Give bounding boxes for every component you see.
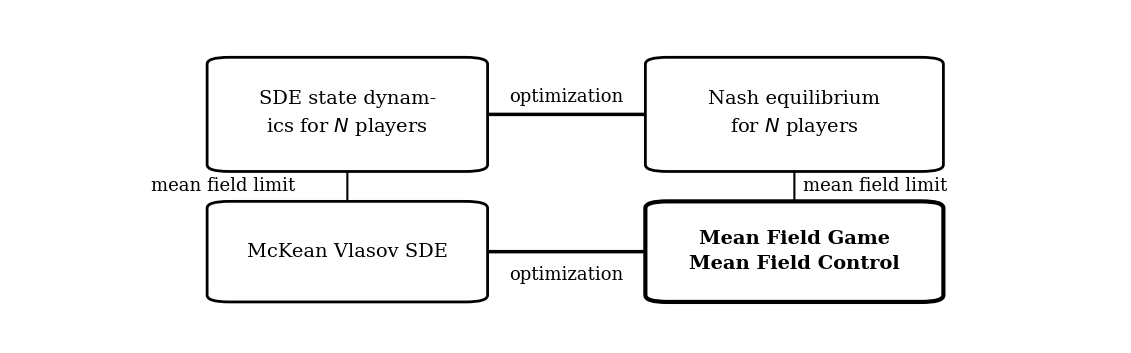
Text: mean field limit: mean field limit xyxy=(803,178,948,196)
Text: SDE state dynam-
ics for $N$ players: SDE state dynam- ics for $N$ players xyxy=(259,90,435,138)
FancyBboxPatch shape xyxy=(207,57,487,172)
FancyBboxPatch shape xyxy=(207,201,487,302)
Text: optimization: optimization xyxy=(509,88,623,106)
FancyBboxPatch shape xyxy=(646,57,943,172)
Text: McKean Vlasov SDE: McKean Vlasov SDE xyxy=(247,243,448,261)
Text: mean field limit: mean field limit xyxy=(150,178,295,196)
Text: Nash equilibrium
for $N$ players: Nash equilibrium for $N$ players xyxy=(708,90,880,138)
Text: optimization: optimization xyxy=(509,266,623,284)
FancyBboxPatch shape xyxy=(646,201,943,302)
Text: Mean Field Game
Mean Field Control: Mean Field Game Mean Field Control xyxy=(689,230,900,273)
